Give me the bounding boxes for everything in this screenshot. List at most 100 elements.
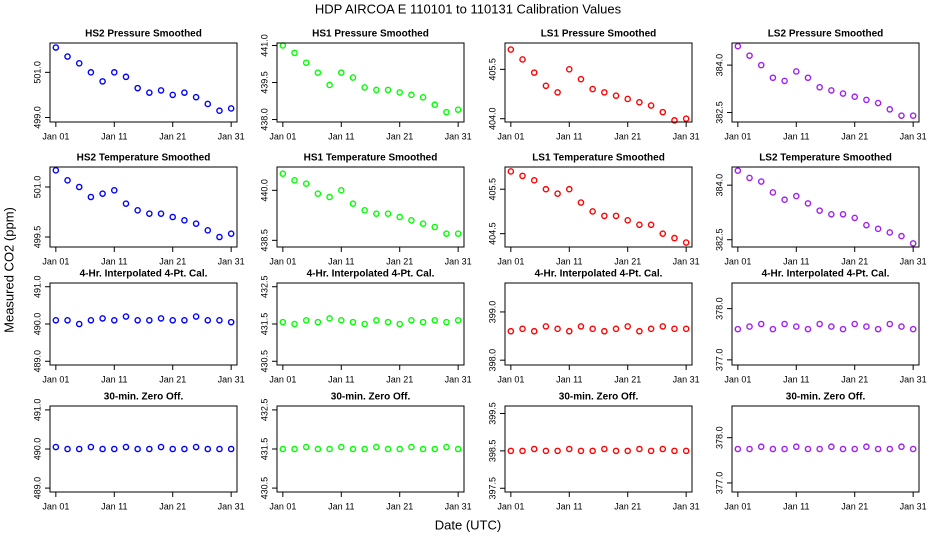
x-tick-label: Jan 01 (497, 501, 524, 511)
panel-title: LS2 Pressure Smoothed (768, 29, 884, 40)
panel-title: HS1 Pressure Smoothed (312, 29, 429, 40)
x-tick-label: Jan 31 (445, 256, 472, 266)
y-tick-label: 432.5 (259, 275, 269, 298)
y-tick-label: 491.0 (32, 275, 42, 298)
x-tick-label: Jan 31 (218, 131, 245, 141)
point (192, 443, 200, 451)
x-tick-label: Jan 11 (783, 131, 809, 141)
x-tick-label: Jan 21 (159, 256, 186, 266)
x-tick-label: Jan 11 (328, 374, 354, 384)
point (279, 42, 287, 49)
point (542, 323, 550, 330)
panel-title: 4-Hr. Interpolated 4-Pt. Cal. (307, 269, 435, 280)
point (408, 316, 415, 324)
point (291, 445, 298, 453)
y-tick-label: 384.0 (714, 174, 724, 197)
plot-frame (49, 282, 238, 366)
point (361, 320, 368, 328)
y-tick-label: 382.5 (714, 228, 724, 251)
point (134, 316, 141, 324)
point (601, 89, 608, 96)
y-tick-label: 438.5 (259, 229, 269, 252)
panel-title: 4-Hr. Interpolated 4-Pt. Cal. (535, 269, 663, 280)
point (146, 89, 153, 96)
x-tick-label: Jan 21 (159, 131, 186, 141)
point (898, 112, 905, 119)
y-tick-label: 440.0 (259, 179, 269, 202)
point (507, 447, 515, 455)
point (781, 320, 788, 328)
panel-title: HS2 Pressure Smoothed (85, 29, 202, 40)
point (612, 325, 620, 333)
x-tick-label: Jan 11 (783, 374, 809, 384)
y-tick-label: 405.5 (487, 178, 497, 201)
point (279, 445, 287, 453)
point (828, 87, 835, 94)
panel-title: 30-min. Zero Off. (104, 392, 184, 403)
point (52, 443, 60, 451)
x-tick-label: Jan 11 (101, 374, 127, 384)
point (181, 316, 188, 324)
point (181, 89, 188, 96)
plot-frame (276, 405, 465, 493)
point (192, 220, 200, 227)
y-tick-label: 378.0 (714, 297, 724, 320)
point (647, 221, 655, 229)
x-tick-label: Jan 01 (497, 374, 524, 384)
point (898, 323, 905, 330)
point (181, 217, 188, 224)
point (542, 447, 550, 455)
point (874, 225, 882, 233)
point (577, 323, 585, 330)
point (577, 75, 585, 83)
y-tick-label: 397.5 (487, 477, 497, 500)
y-tick-label: 501.0 (32, 61, 42, 84)
plot-frame (731, 405, 920, 493)
panel-title: LS2 Temperature Smoothed (759, 153, 892, 164)
point (659, 230, 667, 237)
point (659, 108, 667, 116)
plot-frame (731, 282, 920, 366)
x-tick-label: Jan 11 (556, 374, 582, 384)
page-title: HDP AIRCOA E 110101 to 110131 Calibratio… (315, 1, 622, 16)
point (99, 445, 106, 453)
y-tick-label: 499.5 (32, 226, 42, 249)
point (671, 325, 678, 333)
point (909, 112, 917, 119)
x-tick-label: Jan 11 (101, 501, 127, 511)
point (216, 233, 223, 241)
point (87, 69, 95, 76)
x-tick-label: Jan 01 (269, 374, 296, 384)
point (565, 185, 573, 193)
point (291, 320, 298, 328)
point (99, 78, 106, 85)
point (431, 101, 439, 109)
point (373, 210, 380, 217)
x-tick-label: Jan 21 (841, 131, 868, 141)
point (781, 77, 788, 85)
point (443, 318, 450, 326)
point (169, 445, 177, 453)
y-tick-label: 439.5 (259, 71, 269, 94)
point (601, 212, 608, 220)
point (349, 318, 357, 326)
point (279, 170, 287, 177)
point (746, 174, 753, 182)
point (530, 69, 538, 76)
point (326, 445, 333, 453)
plot-frame (504, 166, 693, 248)
point (781, 196, 788, 204)
x-tick-label: Jan 21 (159, 501, 186, 511)
point (682, 325, 690, 333)
x-tick-label: Jan 11 (556, 501, 582, 511)
point (624, 95, 632, 103)
point (431, 316, 439, 324)
point (110, 69, 118, 76)
x-tick-label: Jan 11 (328, 131, 354, 141)
point (337, 443, 345, 451)
point (530, 177, 538, 184)
point (169, 213, 177, 221)
point (828, 443, 835, 451)
point (804, 200, 812, 207)
x-tick-label: Jan 31 (673, 374, 700, 384)
